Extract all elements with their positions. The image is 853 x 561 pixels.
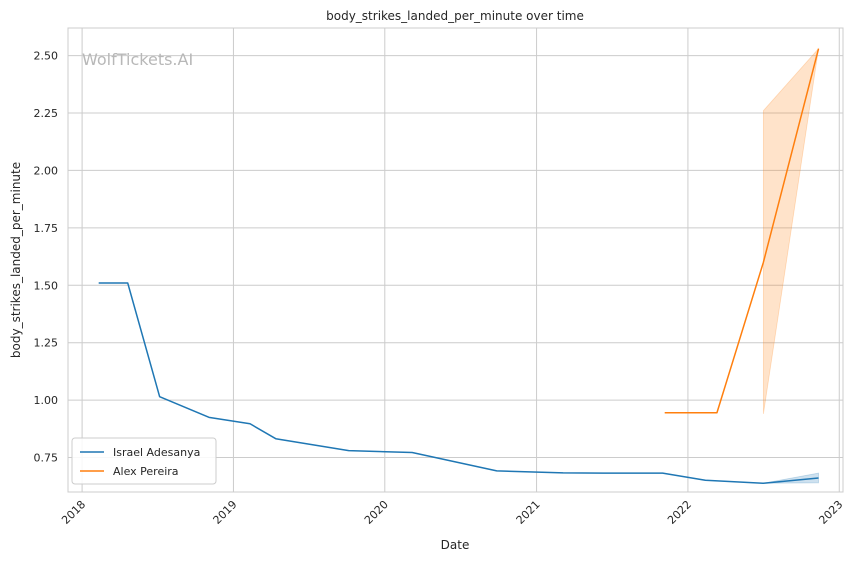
confidence-band-israel-adesanya xyxy=(763,472,819,484)
y-axis-ticks: 0.75 1.00 1.25 1.50 1.75 2.00 2.25 2.50 xyxy=(34,50,59,465)
y-tick-label: 2.50 xyxy=(34,50,59,63)
plot-background xyxy=(68,28,843,492)
series-line-alex-pereira xyxy=(664,48,820,414)
x-axis-ticks: 2018 2019 2020 2021 2022 2023 xyxy=(59,498,845,527)
watermark: WolfTickets.AI xyxy=(82,50,193,69)
legend: Israel Adesanya Alex Pereira xyxy=(71,437,217,485)
y-tick-label: 0.75 xyxy=(34,452,59,465)
y-tick-label: 2.25 xyxy=(34,107,59,120)
legend-label-alex-pereira: Alex Pereira xyxy=(113,465,179,478)
y-tick-label: 1.00 xyxy=(34,394,59,407)
series-line-israel-adesanya xyxy=(98,282,819,485)
x-tick-label: 2022 xyxy=(665,498,694,527)
x-tick-label: 2019 xyxy=(211,498,240,527)
y-tick-label: 1.25 xyxy=(34,337,59,350)
x-tick-label: 2020 xyxy=(362,498,391,527)
legend-box xyxy=(71,437,217,485)
grid xyxy=(68,28,843,492)
x-axis-label: Date xyxy=(441,538,470,552)
series-lines xyxy=(98,48,820,485)
chart-title: body_strikes_landed_per_minute over time xyxy=(326,9,584,23)
x-tick-label: 2018 xyxy=(59,498,88,527)
x-tick-label: 2021 xyxy=(514,498,543,527)
y-tick-label: 1.50 xyxy=(34,279,59,292)
y-tick-label: 2.00 xyxy=(34,164,59,177)
legend-label-israel-adesanya: Israel Adesanya xyxy=(113,446,200,459)
y-axis-label: body_strikes_landed_per_minute xyxy=(9,162,23,358)
plot-frame xyxy=(67,27,844,493)
x-tick-label: 2023 xyxy=(816,498,845,527)
y-tick-label: 1.75 xyxy=(34,222,59,235)
